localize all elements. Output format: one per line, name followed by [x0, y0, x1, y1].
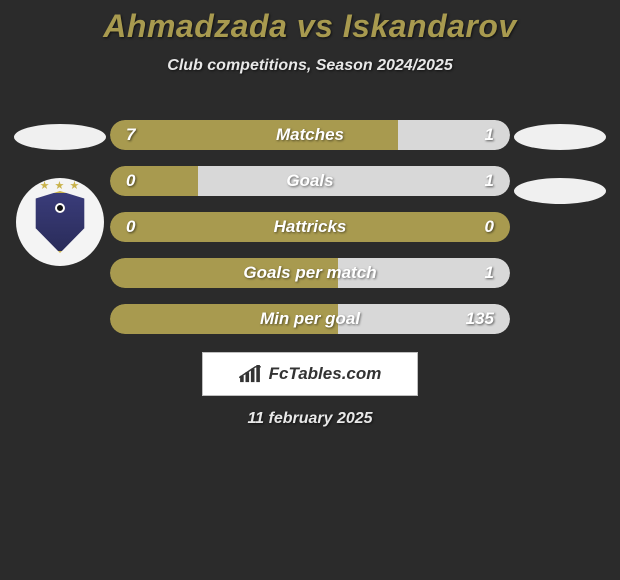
- stat-label: Goals: [110, 166, 510, 196]
- stat-value-right: 0: [485, 212, 494, 242]
- stat-row: 7 Matches 1: [110, 120, 510, 150]
- right-player-logo-2: [514, 178, 606, 204]
- stat-row: Goals per match 1: [110, 258, 510, 288]
- stat-row: Min per goal 135: [110, 304, 510, 334]
- stat-value-right: 1: [485, 258, 494, 288]
- fctables-label: FcTables.com: [269, 364, 382, 384]
- stat-label: Matches: [110, 120, 510, 150]
- club-stars-icon: ★ ★ ★: [33, 179, 87, 192]
- stats-container: 7 Matches 1 0 Goals 1 0 Hattricks 0 Goal…: [110, 120, 510, 350]
- fctables-badge: FcTables.com: [202, 352, 418, 396]
- stat-label: Hattricks: [110, 212, 510, 242]
- left-club-logo: ★ ★ ★: [16, 178, 104, 266]
- left-player-logo-1: [14, 124, 106, 150]
- date-label: 11 february 2025: [0, 410, 620, 428]
- stat-value-right: 135: [466, 304, 494, 334]
- club-shield-icon: [33, 191, 87, 253]
- right-player-logo-1: [514, 124, 606, 150]
- stat-row: 0 Goals 1: [110, 166, 510, 196]
- stat-value-right: 1: [485, 166, 494, 196]
- bars-chart-icon: [239, 365, 261, 383]
- subtitle: Club competitions, Season 2024/2025: [0, 57, 620, 75]
- page-title: Ahmadzada vs Iskandarov: [0, 0, 620, 45]
- stat-label: Min per goal: [110, 304, 510, 334]
- stat-label: Goals per match: [110, 258, 510, 288]
- stat-value-right: 1: [485, 120, 494, 150]
- stat-row: 0 Hattricks 0: [110, 212, 510, 242]
